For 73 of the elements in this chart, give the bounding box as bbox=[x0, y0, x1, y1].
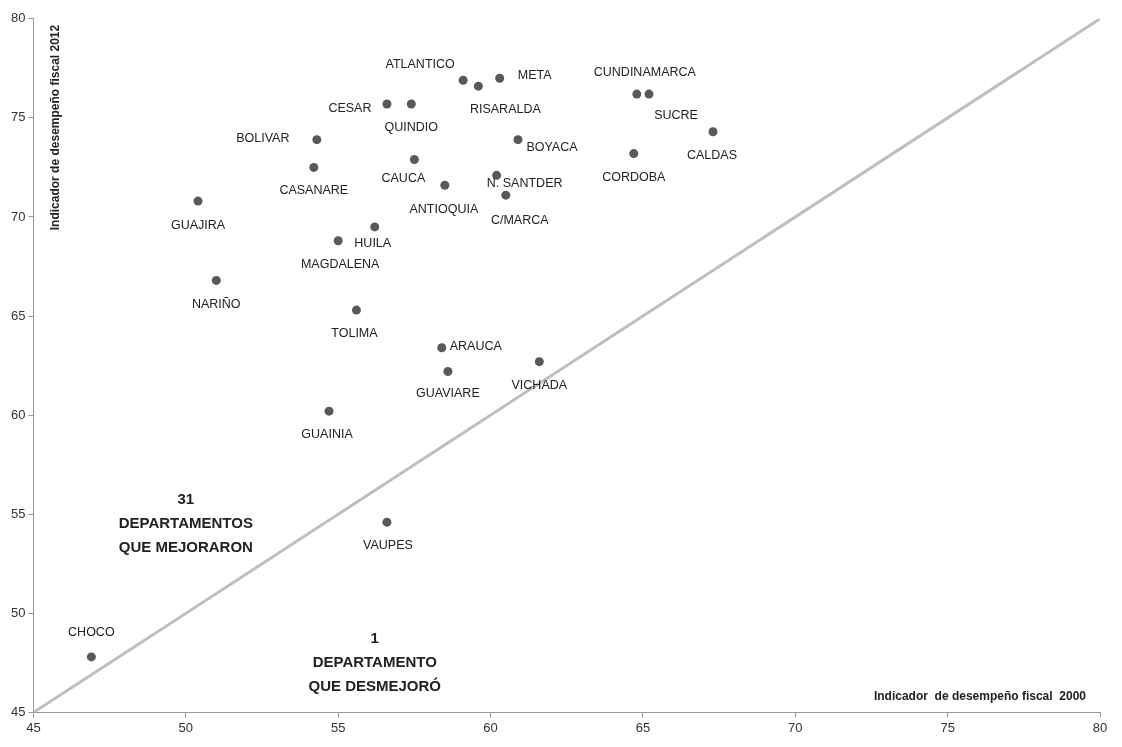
data-label: CESAR bbox=[328, 101, 372, 116]
point bbox=[708, 127, 718, 137]
y-tick-label: 65 bbox=[10, 307, 26, 323]
data-label: CUNDINAMARCA bbox=[593, 64, 697, 79]
data-label: HUILA bbox=[354, 236, 392, 251]
point bbox=[437, 343, 447, 353]
y-tick-label: 70 bbox=[10, 208, 26, 224]
point bbox=[443, 367, 453, 377]
point bbox=[324, 406, 334, 416]
data-label: META bbox=[517, 67, 553, 82]
data-label: C/MARCA bbox=[490, 212, 550, 227]
point bbox=[644, 89, 654, 99]
y-tick-label: 55 bbox=[10, 505, 26, 521]
x-tick-label: 45 bbox=[26, 719, 41, 735]
data-label: ARAUCA bbox=[449, 339, 503, 354]
data-label: QUINDIO bbox=[384, 120, 439, 135]
data-label: VICHADA bbox=[511, 378, 568, 393]
y-tick-label: 75 bbox=[10, 109, 26, 125]
point bbox=[409, 155, 419, 164]
point bbox=[629, 149, 639, 159]
data-label: BOLIVAR bbox=[236, 131, 290, 146]
point bbox=[495, 73, 505, 83]
data-label: NARIÑO bbox=[191, 296, 241, 311]
y-tick-label: 45 bbox=[10, 703, 26, 719]
data-label: CHOCO bbox=[68, 625, 115, 640]
point bbox=[501, 190, 511, 200]
point bbox=[86, 652, 96, 662]
data-label: VAUPES bbox=[363, 537, 413, 552]
annotation: 31 DEPARTAMENTOS QUE MEJORARON bbox=[118, 490, 253, 556]
data-label: SUCRE bbox=[654, 107, 698, 122]
x-tick-label: 65 bbox=[635, 719, 651, 735]
y-tick-label: 50 bbox=[10, 604, 26, 620]
data-label: CORDOBA bbox=[602, 170, 667, 185]
data-label: GUAVIARE bbox=[416, 386, 480, 400]
y-tick-label: 80 bbox=[10, 10, 26, 26]
point bbox=[632, 89, 642, 99]
point bbox=[473, 81, 483, 91]
x-tick-label: 55 bbox=[330, 719, 346, 735]
point bbox=[211, 275, 221, 285]
data-label: CALDAS bbox=[686, 148, 738, 163]
data-label: MAGDALENA bbox=[300, 257, 381, 272]
point bbox=[458, 75, 468, 85]
x-tick-label: 80 bbox=[1092, 719, 1108, 735]
x-tick-label: 60 bbox=[483, 719, 498, 735]
x-tick-label: 70 bbox=[788, 719, 803, 735]
point bbox=[382, 517, 392, 527]
data-label: N. SANTDER bbox=[486, 175, 563, 190]
data-label: ANTIOQUIA bbox=[409, 201, 479, 216]
data-label: RISARALDA bbox=[469, 101, 542, 116]
data-label: CASANARE bbox=[279, 182, 349, 197]
data-label: CAUCA bbox=[381, 170, 426, 185]
y-tick-label: 60 bbox=[10, 406, 26, 422]
x-tick-label: 75 bbox=[940, 719, 955, 735]
data-label: BOYACA bbox=[526, 140, 579, 155]
data-label: TOLIMA bbox=[331, 325, 379, 340]
data-label: GUAJIRA bbox=[170, 217, 226, 232]
annotation: 1 DEPARTAMENTO QUE DESMEJORÓ bbox=[308, 629, 442, 694]
point bbox=[351, 305, 361, 315]
data-label: GUAINIA bbox=[301, 426, 354, 441]
point bbox=[309, 162, 319, 172]
point bbox=[193, 196, 203, 206]
point bbox=[333, 236, 343, 246]
point bbox=[440, 180, 450, 190]
point bbox=[382, 99, 392, 109]
point bbox=[534, 357, 544, 367]
point bbox=[406, 99, 416, 109]
x-tick-label: 50 bbox=[178, 719, 194, 735]
x-axis-title: Indicador de desempeño fiscal 2000 bbox=[873, 688, 1087, 703]
point bbox=[370, 222, 380, 232]
data-label: ATLANTICO bbox=[385, 56, 455, 71]
point bbox=[312, 135, 322, 145]
y-axis-title: Indicador de desempeño fiscal 2012 bbox=[47, 24, 62, 231]
point bbox=[513, 135, 523, 145]
